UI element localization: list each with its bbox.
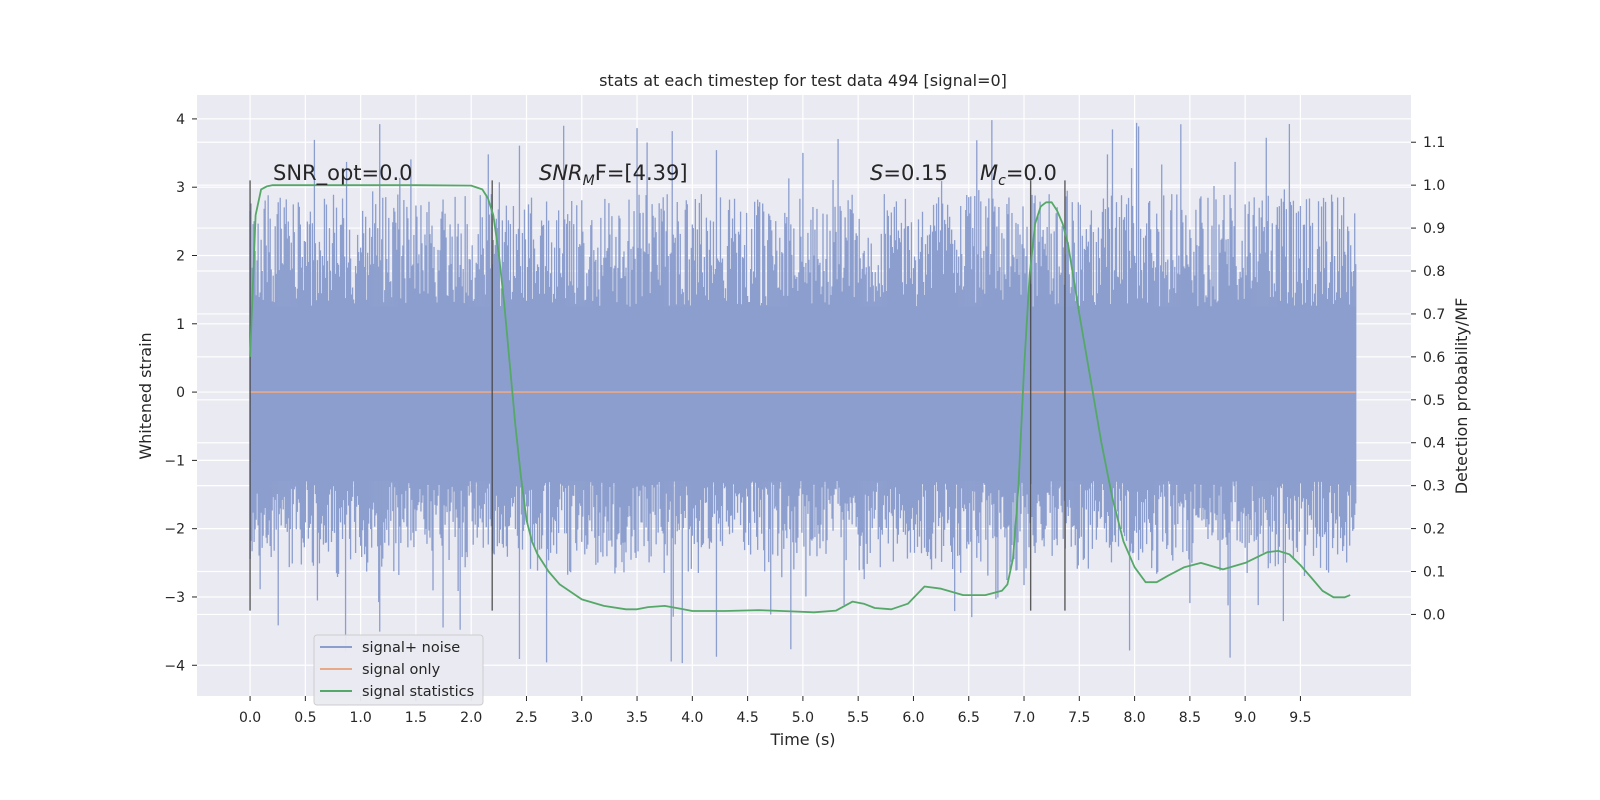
x-tick-label: 1.0 xyxy=(350,710,372,726)
y-left-tick-label: −1 xyxy=(164,453,185,469)
x-tick-label: 5.0 xyxy=(792,710,814,726)
legend-label-signal-noise: signal+ noise xyxy=(362,640,460,656)
y-left-tick-label: −2 xyxy=(164,522,185,538)
legend-box xyxy=(313,634,484,706)
y-left-tick-label: 4 xyxy=(176,112,185,128)
series-signal-statistics xyxy=(249,184,1351,614)
y-left-tick-label: 0 xyxy=(176,385,185,401)
annotation-mc: Mc=0.0 xyxy=(980,161,1057,189)
x-tick-label: 7.5 xyxy=(1068,710,1090,726)
vertical-markers xyxy=(249,180,1066,611)
x-tick-label: 0.0 xyxy=(239,710,261,726)
legend-label-signal-statistics: signal statistics xyxy=(362,684,474,700)
x-axis-ticks: 0.0 0.5 1.0 1.5 2.0 2.5 3.0 3.5 4.0 4.5 5.0 5.5 6.0 6… xyxy=(239,696,1312,726)
y-right-tick-label: 0.8 xyxy=(1423,264,1445,280)
y-left-tick-label: 2 xyxy=(176,248,185,264)
x-tick-label: 7.0 xyxy=(1013,710,1035,726)
x-tick-label: 2.5 xyxy=(515,710,537,726)
y-left-tick-label: −3 xyxy=(164,590,185,606)
legend: signal+ noise signal only signal statist… xyxy=(313,634,484,706)
x-tick-label: 3.0 xyxy=(571,710,593,726)
y-right-tick-label: 0.2 xyxy=(1423,522,1445,538)
y-left-tick-label: −4 xyxy=(164,658,185,674)
y-left-tick-label: 3 xyxy=(176,180,185,196)
legend-label-signal-only: signal only xyxy=(362,662,441,678)
x-tick-label: 6.0 xyxy=(902,710,924,726)
x-tick-label: 1.5 xyxy=(405,710,427,726)
y-right-tick-label: 0.4 xyxy=(1423,436,1445,452)
x-tick-label: 3.5 xyxy=(626,710,648,726)
x-tick-label: 4.5 xyxy=(736,710,758,726)
x-tick-label: 0.5 xyxy=(294,710,316,726)
y-right-tick-label: 0.0 xyxy=(1423,607,1445,623)
y-axis-right-label: Detection probability/MF xyxy=(1452,298,1471,495)
annotation-s: S=0.15 xyxy=(870,161,948,185)
annotation-snr-opt: SNR_opt=0.0 xyxy=(273,161,413,186)
y-right-tick-label: 0.5 xyxy=(1423,393,1445,409)
chart-title: stats at each timestep for test data 494… xyxy=(599,71,1007,90)
y-right-tick-label: 0.3 xyxy=(1423,479,1445,495)
y-right-tick-label: 1.1 xyxy=(1423,135,1445,151)
x-tick-label: 2.0 xyxy=(460,710,482,726)
x-tick-label: 9.5 xyxy=(1289,710,1311,726)
noise-core-band xyxy=(250,306,1356,481)
y-axis-left-label: Whitened strain xyxy=(136,332,155,459)
x-tick-label: 4.0 xyxy=(681,710,703,726)
y-right-tick-label: 0.6 xyxy=(1423,350,1445,366)
y-axis-right-ticks: 1.1 1.0 0.9 0.8 0.7 0.6 0.5 0.4 0.3 0.2 0.1 0.0 xyxy=(1411,135,1445,623)
y-right-tick-label: 0.1 xyxy=(1423,565,1445,581)
x-tick-label: 6.5 xyxy=(958,710,980,726)
x-tick-label: 9.0 xyxy=(1234,710,1256,726)
x-tick-label: 8.0 xyxy=(1123,710,1145,726)
y-right-tick-label: 0.9 xyxy=(1423,221,1445,237)
x-tick-label: 8.5 xyxy=(1179,710,1201,726)
y-right-tick-label: 1.0 xyxy=(1423,178,1445,194)
y-axis-left-ticks: 4 3 2 1 0 −1 −2 −3 −4 xyxy=(164,112,197,674)
x-tick-label: 5.5 xyxy=(847,710,869,726)
series-signal-noise xyxy=(249,120,1357,664)
y-right-tick-label: 0.7 xyxy=(1423,307,1445,323)
y-left-tick-label: 1 xyxy=(176,317,185,333)
x-axis-label: Time (s) xyxy=(769,730,835,749)
annotation-snr-mf: SNRMF=[4.39] xyxy=(539,161,688,189)
